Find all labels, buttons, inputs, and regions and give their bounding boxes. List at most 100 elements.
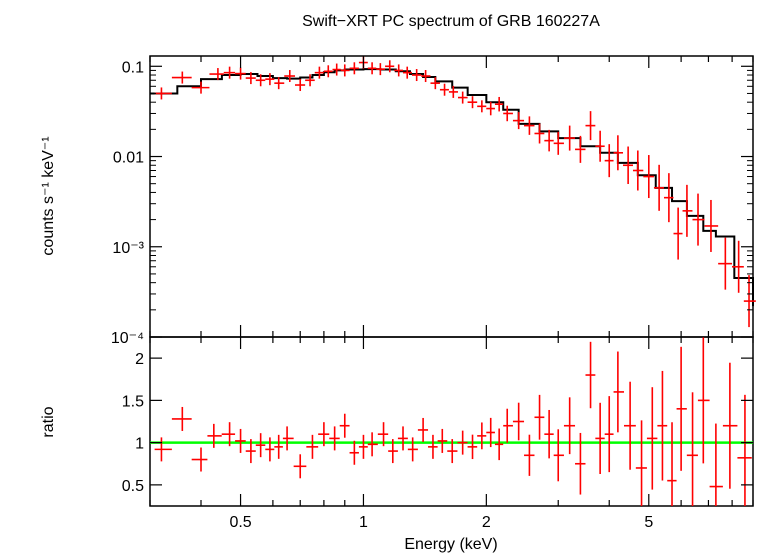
data-point	[503, 105, 513, 122]
data-point	[682, 184, 693, 237]
data-point	[646, 387, 658, 490]
data-point	[305, 74, 315, 87]
data-point	[154, 87, 172, 100]
y-tick-label: 10⁻⁴	[111, 330, 144, 347]
ratio-y-tick-label: 0.5	[122, 478, 144, 495]
data-point	[575, 432, 586, 495]
data-point	[731, 240, 744, 293]
data-point	[563, 125, 576, 151]
data-point	[235, 67, 246, 80]
data-point	[653, 164, 665, 211]
data-point	[367, 432, 378, 457]
data-point	[171, 71, 192, 84]
y-tick-label: 0.01	[113, 150, 144, 167]
data-series	[154, 56, 756, 328]
y-tick-label: 0.1	[122, 59, 144, 76]
data-point	[209, 68, 224, 81]
ratio-frame	[149, 336, 754, 507]
data-point	[191, 447, 208, 472]
data-point	[635, 420, 647, 506]
data-point	[171, 406, 192, 431]
data-point	[585, 341, 596, 409]
data-point	[437, 428, 448, 453]
data-point	[673, 207, 683, 260]
data-point	[553, 131, 564, 155]
data-point	[477, 422, 487, 450]
ratio-y-tick-label: 1.5	[122, 393, 144, 410]
data-point	[447, 439, 458, 464]
ratio-series	[154, 337, 752, 506]
data-point	[367, 62, 377, 75]
data-point	[457, 430, 468, 455]
y-axis-label-ratio: ratio	[40, 406, 57, 437]
data-point	[221, 422, 236, 447]
data-point	[417, 417, 429, 442]
data-point	[349, 440, 359, 465]
data-point	[494, 428, 504, 461]
data-point	[718, 237, 732, 290]
data-point	[223, 66, 236, 79]
data-point	[274, 434, 283, 459]
data-point	[524, 116, 535, 135]
data-point	[428, 434, 438, 459]
data-point	[358, 434, 368, 459]
spectrum-frame	[149, 55, 754, 338]
data-point	[191, 81, 210, 94]
ratio-y-tick-label: 2	[135, 351, 144, 368]
data-point	[657, 370, 668, 481]
ratio-panel: 0.5 1 1.5 2 0.5 1 2 5 ratio Energy (keV)	[40, 336, 754, 553]
data-point	[692, 193, 705, 246]
ratio-y-tick-label: 1	[135, 436, 144, 453]
data-point	[623, 381, 636, 470]
data-point	[494, 96, 504, 112]
data-point	[595, 130, 605, 162]
data-point	[477, 100, 487, 113]
data-point	[421, 70, 431, 83]
data-point	[743, 275, 756, 328]
data-point	[306, 434, 319, 459]
data-point	[282, 426, 294, 451]
data-point	[265, 73, 275, 86]
data-point	[534, 394, 545, 440]
data-point	[544, 129, 554, 152]
data-point	[265, 437, 275, 462]
data-point	[295, 79, 306, 92]
data-point	[704, 199, 719, 252]
data-point	[255, 433, 266, 458]
data-point	[613, 135, 624, 171]
data-point	[553, 429, 564, 482]
data-point	[697, 337, 710, 464]
data-point	[486, 101, 495, 116]
data-point	[154, 437, 172, 462]
data-point	[534, 123, 545, 144]
data-point	[439, 83, 449, 96]
data-point	[595, 402, 605, 474]
data-point	[376, 63, 386, 76]
y-axis-label-counts: counts s⁻¹ keV⁻¹	[40, 136, 57, 255]
data-point	[737, 394, 752, 506]
data-point	[323, 65, 333, 78]
data-point	[585, 111, 596, 141]
data-point	[274, 77, 285, 90]
data-point	[467, 96, 478, 109]
data-point	[385, 60, 395, 73]
data-point	[457, 91, 468, 104]
data-point	[314, 66, 324, 79]
data-point	[255, 74, 266, 87]
data-point	[709, 423, 723, 506]
data-point	[402, 66, 412, 79]
x-tick-label: 5	[644, 514, 653, 531]
data-point	[632, 150, 644, 191]
data-point	[411, 69, 422, 82]
data-point	[664, 173, 674, 223]
data-point	[388, 439, 398, 464]
data-point	[293, 454, 307, 479]
data-point	[643, 155, 654, 199]
data-point	[722, 362, 738, 489]
data-point	[486, 417, 495, 448]
spectrum-panel: 0.1 0.01 10⁻³ 10⁻⁴ counts s⁻¹ keV⁻¹	[40, 55, 756, 347]
spectrum-y-ticks: 0.1 0.01 10⁻³ 10⁻⁴	[111, 56, 754, 347]
data-point	[686, 392, 698, 506]
data-point	[340, 64, 350, 77]
